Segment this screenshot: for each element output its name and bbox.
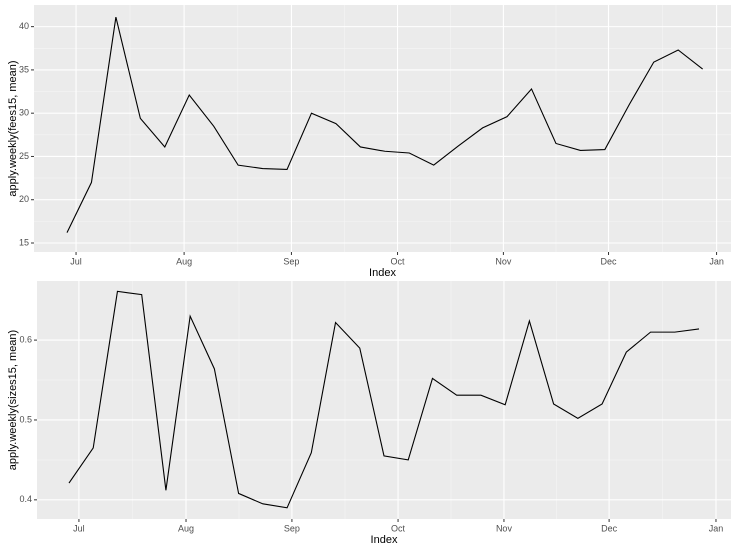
y-axis-title: apply.weekly(fees15, mean) (7, 60, 19, 196)
x-tick-label: Jul (70, 256, 82, 266)
x-tick-label: Jul (73, 523, 85, 533)
y-tick-label: 30 (19, 108, 29, 118)
y-tick-label: 20 (19, 194, 29, 204)
x-tick-label: Sep (283, 256, 299, 266)
x-tick-label: Aug (176, 256, 192, 266)
panel (37, 281, 731, 519)
y-tick-label: 25 (19, 151, 29, 161)
x-tick-label: Aug (178, 523, 194, 533)
x-axis-title: Index (369, 267, 396, 279)
y-tick-label: 35 (19, 64, 29, 74)
x-tick-label: Jan (709, 256, 724, 266)
x-tick-label: Dec (601, 256, 618, 266)
y-axis-title: apply.weekly(sizes15, mean) (7, 330, 19, 470)
y-tick-label: 40 (19, 21, 29, 31)
x-tick-label: Jan (709, 523, 724, 533)
x-tick-label: Oct (391, 523, 406, 533)
data-line (66, 16, 703, 233)
data-line (68, 290, 700, 509)
x-axis-title: Index (371, 534, 398, 546)
x-tick-label: Sep (284, 523, 300, 533)
y-tick-label: 15 (19, 237, 29, 247)
y-tick-label: 0.5 (19, 414, 32, 424)
x-tick-label: Nov (495, 256, 512, 266)
y-tick-label: 0.6 (19, 334, 32, 344)
x-tick-label: Oct (391, 256, 406, 266)
x-tick-label: Dec (601, 523, 618, 533)
panel (34, 5, 731, 252)
x-tick-label: Nov (496, 523, 513, 533)
y-tick-label: 0.4 (19, 494, 32, 504)
